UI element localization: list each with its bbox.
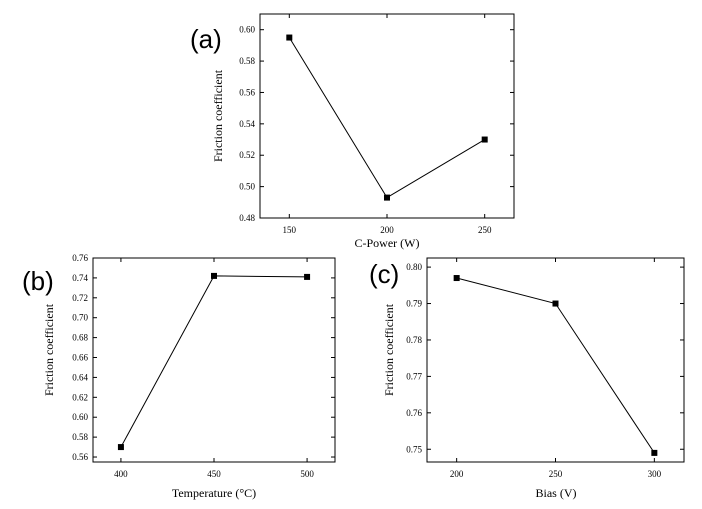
panel-label: (a) bbox=[190, 24, 222, 54]
x-tick-label: 500 bbox=[300, 469, 314, 479]
x-tick-label: 300 bbox=[648, 469, 662, 479]
y-tick-label: 0.60 bbox=[72, 412, 88, 422]
y-tick-label: 0.62 bbox=[72, 392, 88, 402]
plot-frame bbox=[259, 13, 515, 219]
y-tick-label: 0.50 bbox=[239, 182, 255, 192]
data-point bbox=[651, 449, 658, 456]
y-tick-label: 0.60 bbox=[239, 25, 255, 35]
y-axis-label: Friction coefficient bbox=[211, 69, 225, 162]
x-tick-label: 200 bbox=[380, 225, 394, 235]
data-point bbox=[481, 136, 488, 143]
y-tick-label: 0.70 bbox=[72, 313, 88, 323]
y-tick-label: 0.79 bbox=[406, 299, 422, 309]
y-tick-label: 0.75 bbox=[406, 444, 422, 454]
y-tick-label: 0.77 bbox=[406, 371, 422, 381]
x-tick-label: 150 bbox=[283, 225, 297, 235]
y-tick-label: 0.80 bbox=[406, 262, 422, 272]
plot-frame bbox=[426, 257, 685, 463]
panel-label: (b) bbox=[22, 266, 54, 296]
y-tick-label: 0.72 bbox=[72, 293, 88, 303]
data-point bbox=[304, 273, 311, 280]
series-line bbox=[288, 37, 485, 199]
y-axis-label: Friction coefficient bbox=[42, 303, 56, 396]
panel-a: 0.48 0.50 0.52 0.54 0.56 0.58 0.60 150 200 250 C-P… bbox=[190, 13, 515, 250]
data-point bbox=[117, 444, 124, 451]
y-tick-label: 0.52 bbox=[239, 150, 255, 160]
y-tick-label: 0.48 bbox=[239, 213, 255, 223]
y-tick-label: 0.66 bbox=[72, 353, 88, 363]
x-axis-label: C-Power (W) bbox=[355, 236, 420, 250]
x-tick-label: 450 bbox=[207, 469, 221, 479]
data-point bbox=[552, 300, 559, 307]
x-axis-label: Temperature (°C) bbox=[172, 486, 256, 500]
x-axis-label: Bias (V) bbox=[536, 486, 577, 500]
y-tick-label: 0.74 bbox=[72, 273, 88, 283]
data-point bbox=[384, 194, 390, 201]
panel-label: (c) bbox=[369, 259, 399, 289]
data-point bbox=[286, 34, 293, 41]
y-tick-label: 0.58 bbox=[239, 56, 255, 66]
y-tick-label: 0.56 bbox=[72, 452, 88, 462]
x-tick-label: 200 bbox=[450, 469, 464, 479]
y-tick-label: 0.64 bbox=[72, 372, 88, 382]
x-tick-label: 250 bbox=[549, 469, 563, 479]
y-axis-label: Friction coefficient bbox=[382, 303, 396, 396]
x-tick-label: 250 bbox=[478, 225, 492, 235]
y-tick-label: 0.58 bbox=[72, 432, 88, 442]
x-tick-label: 400 bbox=[114, 469, 128, 479]
panel-b: 0.56 0.58 0.60 0.62 0.64 0.66 0.68 0.70 0.72 0.74… bbox=[22, 253, 336, 500]
y-tick-label: 0.68 bbox=[72, 333, 88, 343]
y-tick-label: 0.56 bbox=[239, 87, 255, 97]
y-tick-label: 0.54 bbox=[239, 119, 255, 129]
y-tick-label: 0.76 bbox=[406, 408, 422, 418]
y-tick-label: 0.76 bbox=[72, 253, 88, 263]
data-point bbox=[453, 275, 460, 282]
series-line bbox=[120, 275, 308, 448]
y-tick-label: 0.78 bbox=[406, 335, 422, 345]
panel-c: 0.75 0.76 0.77 0.78 0.79 0.80 200 250 300 Bias (V… bbox=[369, 257, 685, 500]
data-point bbox=[211, 272, 217, 279]
